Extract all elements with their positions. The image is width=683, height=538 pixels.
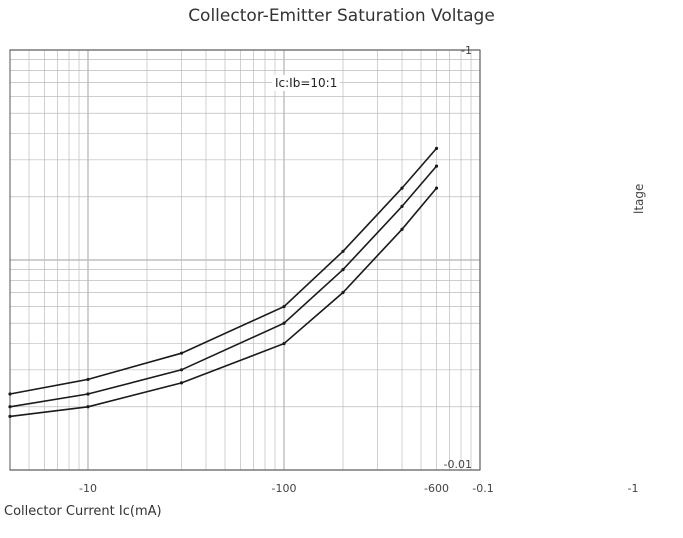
x-tick-label: -600	[424, 482, 449, 495]
x-axis-label: Collector Current Ic(mA)	[4, 504, 162, 519]
series-2-point	[8, 405, 12, 409]
ratio-annotation: Ic:Ib=10:1	[272, 75, 341, 91]
secondary-x-tick-label: -1	[628, 482, 639, 495]
chart-title: Collector-Emitter Saturation Voltage	[188, 6, 495, 26]
series-3-point	[400, 186, 404, 190]
series-2-point	[282, 321, 286, 325]
series-2-point	[86, 392, 90, 396]
series-line-3	[9, 147, 438, 395]
x-tick-label: -100	[272, 482, 297, 495]
x-tick-label: -10	[79, 482, 97, 495]
series-2-point	[400, 204, 404, 208]
series-1-point	[8, 414, 12, 418]
series-1-point	[282, 341, 286, 346]
series-2-point	[341, 268, 345, 272]
tick-labels: -10 -100 -600 -1 -0.01-0.1 -1	[79, 44, 638, 495]
series-3-point	[434, 146, 439, 150]
plot-border	[9, 49, 481, 471]
grid-lines	[9, 49, 481, 471]
series-2-point	[434, 164, 439, 168]
series-1-point	[400, 227, 404, 231]
series-1-point	[434, 186, 439, 190]
series-3-point	[341, 249, 345, 253]
series-3-point	[282, 304, 286, 309]
secondary-x-tick-label: -0.1	[472, 482, 493, 495]
series-1-point	[341, 290, 345, 295]
right-axis-label: ltage	[632, 183, 646, 214]
series-line-2	[9, 165, 438, 408]
series-1-point	[86, 405, 90, 409]
y-tick-label: -1	[461, 44, 472, 57]
series-group	[8, 146, 439, 418]
series-3-point	[86, 377, 90, 382]
series-3-point	[8, 392, 12, 396]
series-1-point	[179, 381, 184, 385]
y-tick-label: -0.01	[444, 458, 472, 471]
series-2-point	[179, 368, 184, 372]
series-3-point	[179, 351, 184, 355]
